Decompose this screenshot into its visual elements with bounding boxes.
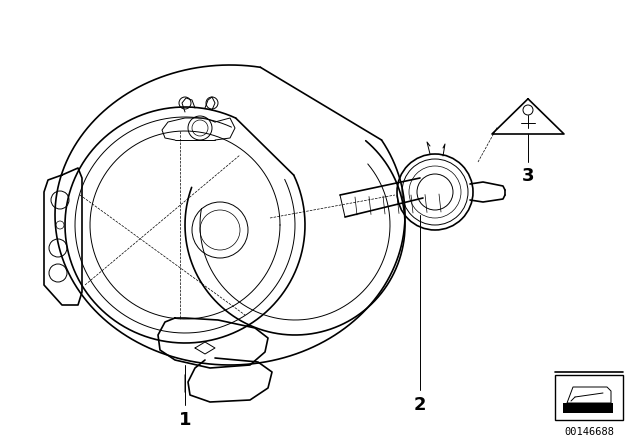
Text: 00146688: 00146688 <box>564 427 614 437</box>
Text: 3: 3 <box>522 167 534 185</box>
Bar <box>555 375 623 420</box>
Text: 1: 1 <box>179 411 191 429</box>
Text: 2: 2 <box>413 396 426 414</box>
Bar <box>563 403 613 413</box>
Polygon shape <box>567 387 611 403</box>
